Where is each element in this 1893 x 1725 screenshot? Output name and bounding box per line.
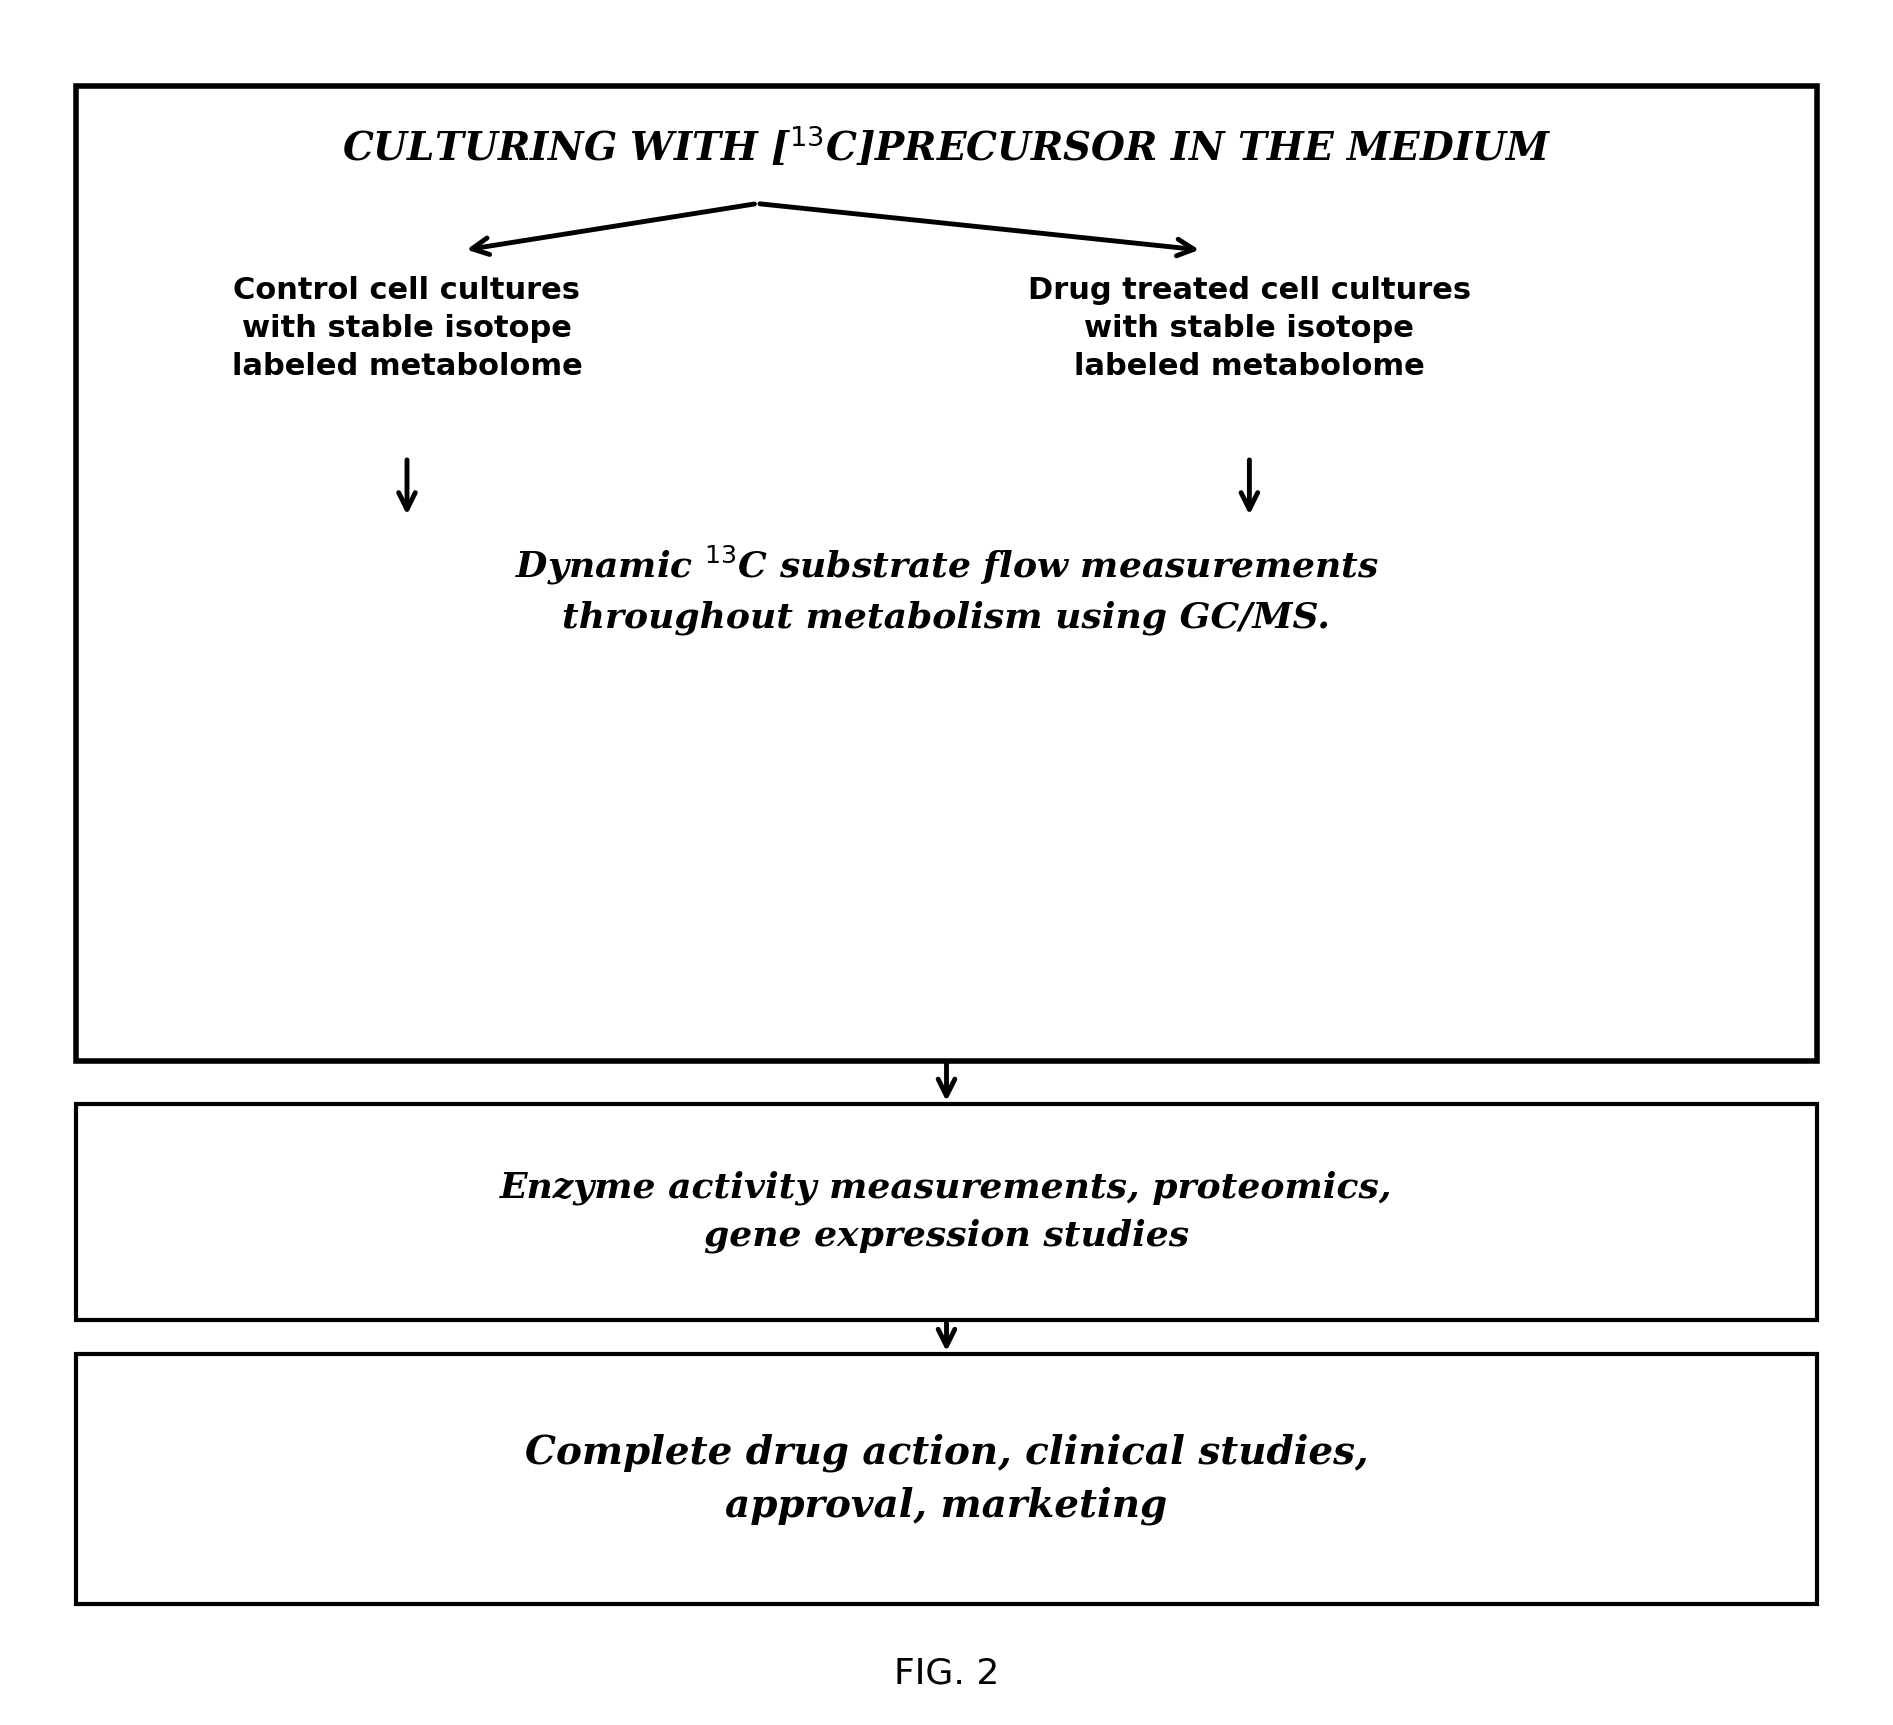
Text: FIG. 2: FIG. 2 xyxy=(893,1656,1000,1690)
FancyBboxPatch shape xyxy=(76,1354,1817,1604)
Text: Complete drug action, clinical studies,
approval, marketing: Complete drug action, clinical studies, … xyxy=(524,1433,1369,1525)
Text: Drug treated cell cultures
with stable isotope
labeled metabolome: Drug treated cell cultures with stable i… xyxy=(1028,276,1471,381)
FancyBboxPatch shape xyxy=(76,1104,1817,1320)
Text: Enzyme activity measurements, proteomics,
gene expression studies: Enzyme activity measurements, proteomics… xyxy=(500,1171,1393,1252)
Text: Dynamic $^{13}$C substrate flow measurements
throughout metabolism using GC/MS.: Dynamic $^{13}$C substrate flow measurem… xyxy=(515,543,1378,635)
Text: Control cell cultures
with stable isotope
labeled metabolome: Control cell cultures with stable isotop… xyxy=(231,276,583,381)
FancyBboxPatch shape xyxy=(76,86,1817,1061)
Text: CULTURING WITH [$^{13}$C]PRECURSOR IN THE MEDIUM: CULTURING WITH [$^{13}$C]PRECURSOR IN TH… xyxy=(343,124,1550,169)
